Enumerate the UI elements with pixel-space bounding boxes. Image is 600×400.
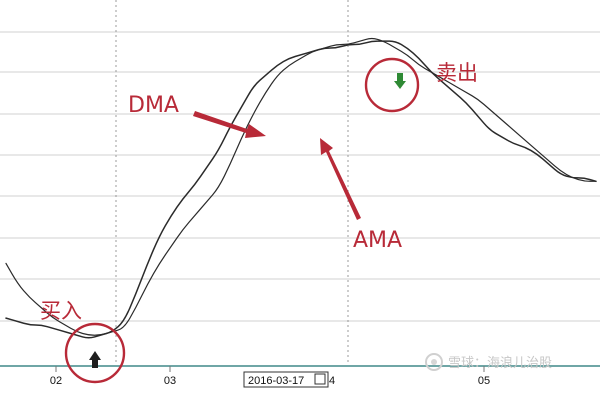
watermark-text: 雪球：海浪儿治股 — [448, 356, 552, 371]
cursor-date-label: 2016-03-17 — [248, 375, 304, 387]
buy-marker-arrow-icon — [89, 351, 101, 368]
cursor-date-box-frame — [243, 371, 329, 388]
vertical-grid-lines — [115, 0, 349, 366]
cursor-date-box: 2016-03-17 4 — [243, 371, 335, 388]
watermark-logo-inner-icon — [431, 359, 437, 365]
buy-circle-annotation — [64, 322, 126, 384]
sell-annotation-label: 卖出 — [436, 61, 478, 85]
sell-circle-annotation — [364, 57, 420, 113]
ama-arrow-icon — [320, 138, 361, 220]
cursor-date-suffix: 4 — [329, 375, 335, 387]
ama-annotation-label: AMA — [353, 228, 402, 253]
x-axis-ticks: 02 03 05 — [50, 366, 490, 387]
grid-lines — [0, 31, 600, 322]
dma-annotation-label: DMA — [128, 93, 179, 118]
annotations: 买入 卖出 DMA AMA — [40, 57, 478, 384]
dma-arrow-icon — [193, 111, 266, 138]
buy-annotation-label: 买入 — [40, 299, 82, 323]
x-tick-03: 03 — [164, 375, 176, 387]
x-tick-05: 05 — [478, 375, 490, 387]
watermark: 雪球：海浪儿治股 — [425, 353, 552, 371]
series-lines — [5, 37, 597, 339]
sell-marker-arrow-icon — [394, 73, 406, 89]
x-tick-02: 02 — [50, 375, 62, 387]
ama-series-line — [5, 37, 597, 336]
cursor-date-box-square — [314, 373, 326, 385]
watermark-logo-icon — [425, 353, 443, 371]
